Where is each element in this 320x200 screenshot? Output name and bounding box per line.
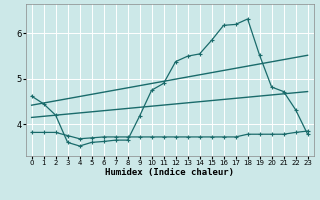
- X-axis label: Humidex (Indice chaleur): Humidex (Indice chaleur): [105, 168, 234, 177]
